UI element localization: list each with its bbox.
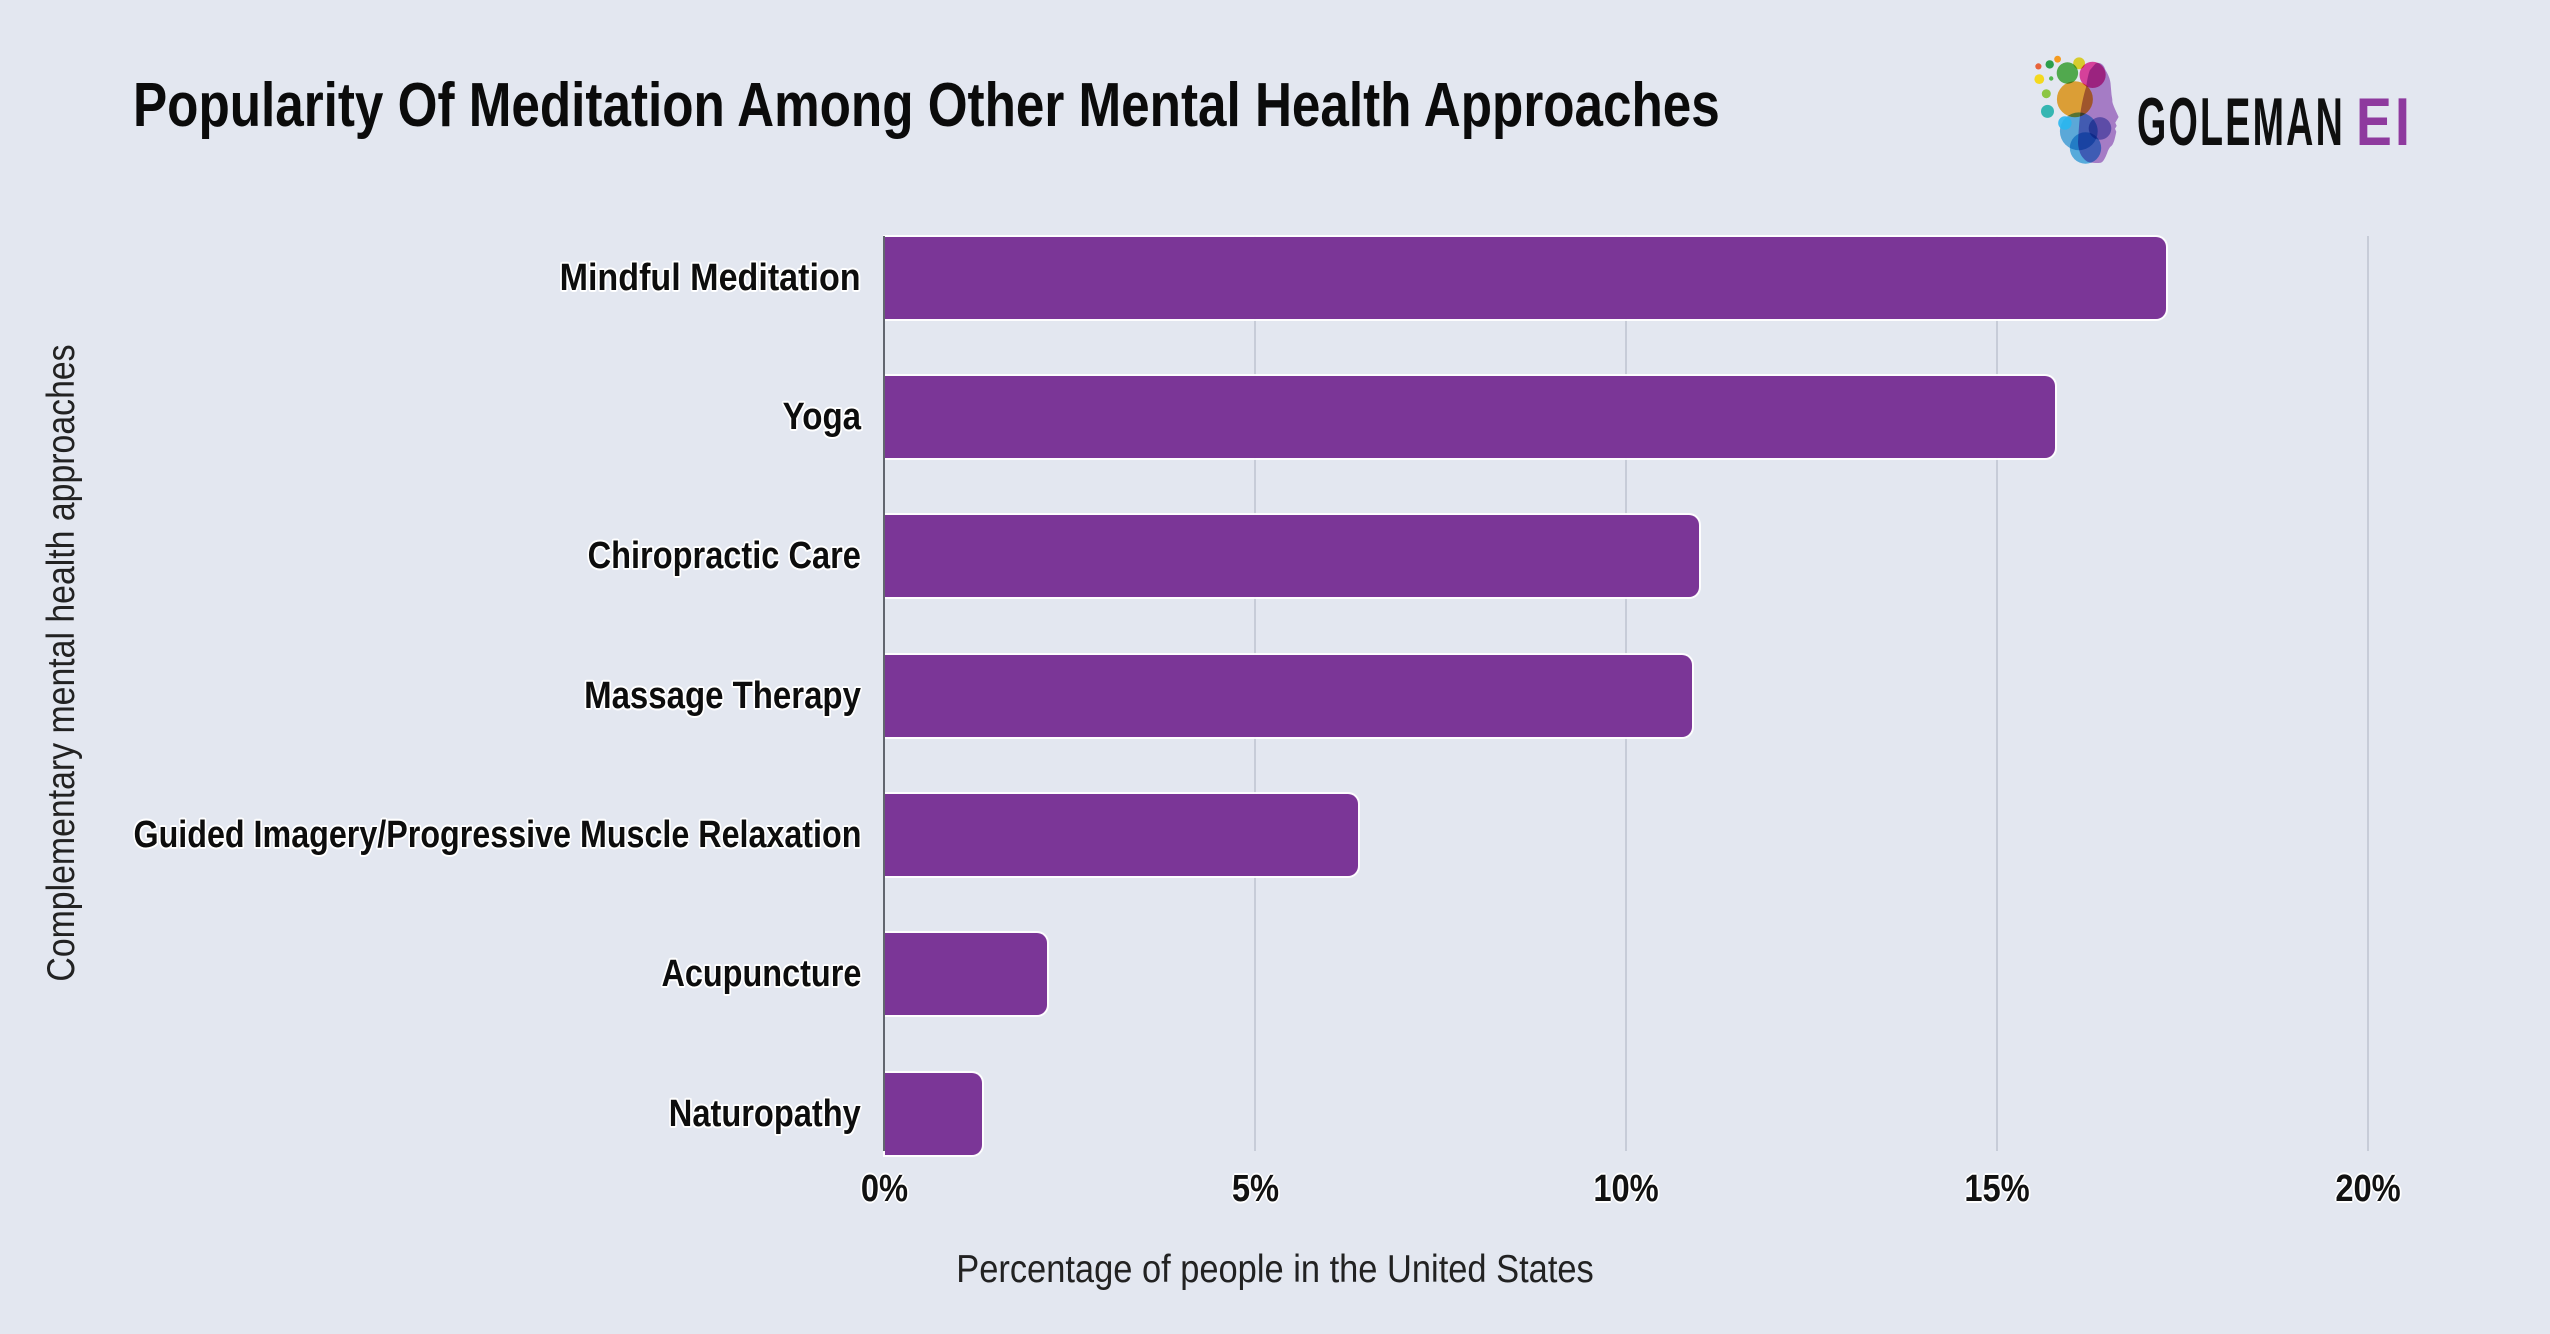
svg-text:GOLEMAN: GOLEMAN: [2137, 84, 2345, 160]
svg-text:EI: EI: [2356, 84, 2413, 160]
